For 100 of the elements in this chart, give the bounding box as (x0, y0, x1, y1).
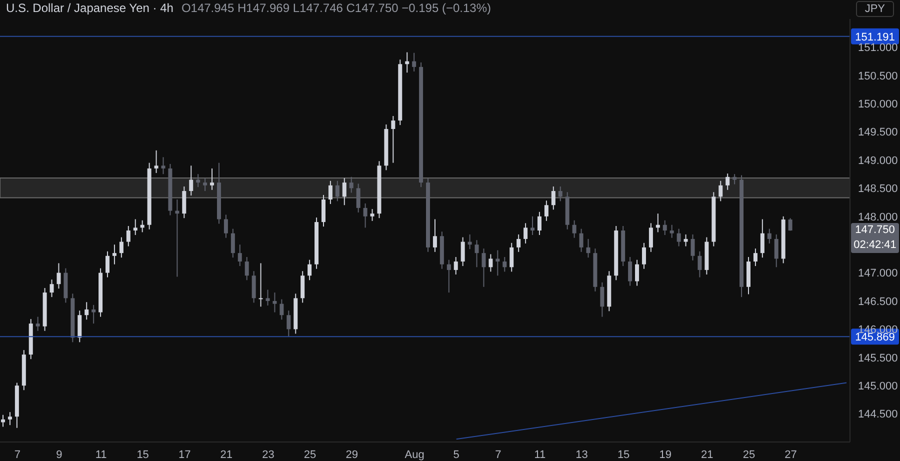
candlestick (308, 259, 312, 281)
candlestick (154, 150, 158, 174)
chart-title: U.S. Dollar / Japanese Yen · 4h (6, 1, 174, 15)
candlestick (182, 186, 186, 219)
x-tick-label: 11 (534, 448, 546, 461)
y-tick-label: 147.000 (858, 268, 898, 280)
candlestick (258, 262, 263, 308)
candlestick (106, 250, 110, 278)
candlestick (252, 270, 256, 304)
x-tick-label: 15 (136, 448, 149, 461)
y-tick-label: 146.500 (858, 296, 898, 308)
candlestick (551, 186, 556, 210)
x-tick-label: 21 (220, 448, 233, 461)
candlestick (356, 183, 360, 213)
candlestick (635, 259, 640, 286)
candlestick (558, 186, 562, 202)
candlestick (203, 178, 208, 192)
y-tick-label: 148.000 (858, 211, 898, 224)
candlestick (690, 234, 695, 261)
candlestick (684, 234, 688, 247)
x-tick-label: Aug (404, 448, 424, 461)
x-tick-label: 9 (56, 448, 62, 461)
text: 147.750 (854, 222, 896, 238)
candlestick (726, 173, 730, 190)
x-tick-label: 5 (453, 448, 460, 461)
candlestick (244, 256, 249, 281)
candlestick (642, 242, 646, 270)
candlestick (648, 222, 653, 252)
x-tick-label: 17 (178, 448, 191, 461)
candlestick (266, 289, 270, 306)
chart-subtitle: O147.945 H147.969 L147.746 C147.750 −0.195 (−0.13%) (181, 1, 492, 15)
candlestick (572, 220, 576, 238)
candlestick (698, 250, 702, 278)
candlestick (363, 202, 368, 228)
candlestick (586, 238, 590, 258)
candlestick (210, 168, 214, 190)
candlestick (579, 228, 584, 252)
x-tick-label: 21 (701, 448, 714, 461)
x-tick-label: 7 (14, 448, 20, 461)
candlestick (78, 310, 82, 343)
candlestick (321, 194, 326, 228)
candlestick (335, 180, 340, 202)
candlestick (92, 304, 96, 324)
x-tick-label: 25 (304, 448, 316, 461)
candlestick (446, 259, 451, 294)
candlestick (774, 234, 778, 268)
y-tick-label: 151.000 (858, 42, 898, 54)
x-tick-label: 29 (346, 448, 358, 461)
candlestick (300, 270, 305, 304)
x-tick-label: 15 (617, 448, 630, 461)
candlestick (676, 228, 681, 247)
candlestick (474, 240, 479, 268)
candlestick (196, 174, 200, 188)
y-tick-label: 149.500 (858, 126, 898, 139)
candlestick (133, 218, 138, 236)
x-tick-label: 27 (784, 448, 797, 461)
candlestick (189, 165, 194, 196)
candlestick (516, 234, 521, 252)
candlestick (524, 222, 528, 244)
ref-line-label: 151.191 (855, 31, 895, 44)
candlestick (280, 298, 284, 320)
candlestick (510, 242, 514, 272)
y-tick-label: 149.000 (858, 154, 898, 167)
candlestick (119, 236, 124, 258)
y-tick-label: 144.500 (858, 408, 898, 421)
candlestick (1, 414, 5, 428)
candlestick (161, 156, 166, 175)
y-tick-label: 148.500 (858, 183, 898, 196)
x-tick-label: 25 (742, 448, 756, 461)
candlestick (760, 218, 764, 258)
candlestick (370, 208, 374, 222)
candlestick (230, 228, 235, 258)
candlestick (718, 180, 723, 202)
candlestick (126, 225, 130, 247)
y-tick-label: 150.500 (858, 70, 898, 82)
candlestick (460, 236, 465, 267)
candlestick (496, 250, 500, 276)
candlestick (788, 218, 792, 232)
candlestick (238, 244, 242, 267)
candlestick (544, 200, 548, 222)
x-tick-label: 11 (95, 448, 107, 461)
candlestick (662, 220, 667, 236)
x-tick-label: 19 (659, 448, 672, 461)
candlestick (272, 292, 277, 313)
candlestick (432, 218, 437, 252)
candlestick (628, 256, 632, 286)
candlestick (753, 248, 758, 267)
candlestick (767, 228, 772, 244)
candlestick (224, 214, 228, 238)
candlestick (482, 248, 486, 288)
candlestick (286, 310, 291, 338)
candlestick (112, 244, 116, 265)
candlestick (342, 178, 346, 206)
candlestick (600, 282, 604, 318)
y-tick-label: 145.500 (858, 352, 898, 364)
candlestick (530, 216, 535, 236)
candlestick (84, 302, 89, 320)
candlestick (454, 256, 458, 275)
y-tick-label: 145.000 (858, 380, 898, 393)
candlestick (328, 180, 332, 204)
